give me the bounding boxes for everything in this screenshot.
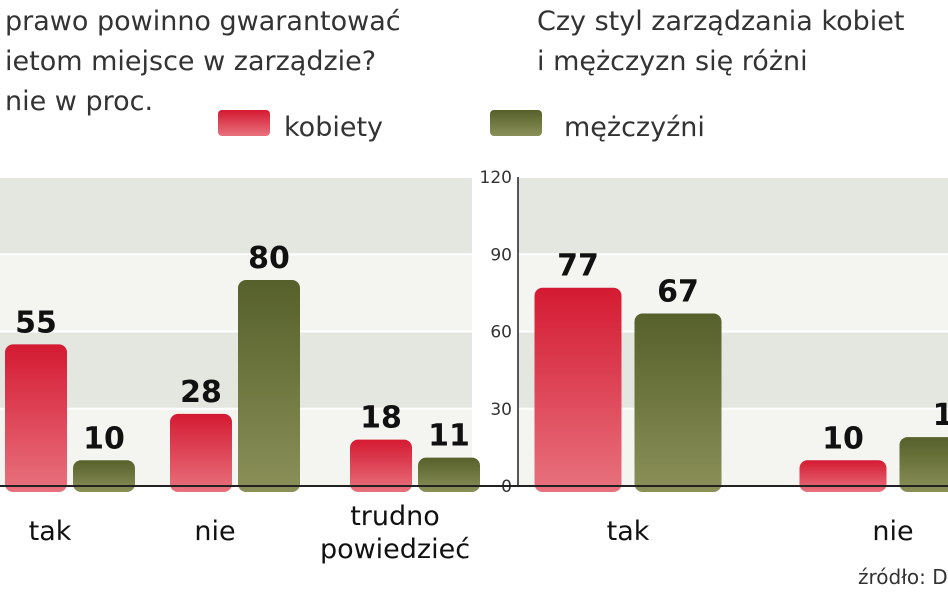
category-label: nie — [872, 516, 913, 547]
source-note: źródło: D — [858, 565, 948, 589]
chart-title-line: prawo powinno gwarantować — [5, 6, 401, 37]
bar-kobiety — [5, 344, 67, 492]
bar-mezczyzni — [418, 457, 480, 492]
legend-label: mężczyźni — [564, 112, 705, 143]
y-tick-label: 30 — [490, 400, 512, 420]
data-label: 11 — [428, 419, 470, 454]
chart-title-line: Czy styl zarządzania kobiet — [537, 6, 904, 37]
data-label: 67 — [657, 274, 699, 309]
y-tick-label: 90 — [490, 245, 512, 265]
legend-swatch-kobiety — [218, 110, 270, 136]
bar-kobiety — [534, 287, 622, 492]
data-label: 77 — [557, 249, 599, 284]
legend-swatch-mezczyzni — [490, 110, 542, 136]
data-label: 28 — [180, 375, 222, 410]
category-label: nie — [194, 516, 235, 547]
chart-title-line: nie w proc. — [5, 86, 153, 117]
grid-band — [0, 177, 472, 255]
category-label: powiedzieć — [320, 534, 470, 565]
bar-mezczyzni — [899, 437, 948, 492]
category-label: tak — [29, 516, 72, 547]
grid-band — [0, 331, 472, 409]
data-label: 55 — [15, 305, 57, 340]
bar-mezczyzni — [634, 313, 722, 492]
category-label: trudno — [350, 501, 440, 532]
category-label: tak — [607, 516, 650, 547]
bar-kobiety — [799, 460, 887, 492]
grid-band — [0, 254, 472, 332]
bar-mezczyzni — [73, 460, 135, 492]
data-label: 80 — [248, 241, 290, 276]
bar-kobiety — [170, 413, 232, 492]
y-tick-label: 120 — [480, 168, 512, 188]
data-label: 10 — [83, 421, 125, 456]
chart-title-line: ietom miejsce w zarządzie? — [5, 46, 376, 77]
data-label: 18 — [360, 401, 402, 436]
chart-title-line: i mężczyzn się różni — [537, 46, 808, 77]
data-label: 10 — [822, 421, 864, 456]
bar-kobiety — [350, 439, 412, 492]
bar-mezczyzni — [238, 280, 300, 492]
y-tick-label: 60 — [490, 323, 512, 343]
grid-band — [518, 177, 948, 255]
data-label: 1 — [933, 398, 948, 433]
legend-label: kobiety — [284, 112, 383, 143]
